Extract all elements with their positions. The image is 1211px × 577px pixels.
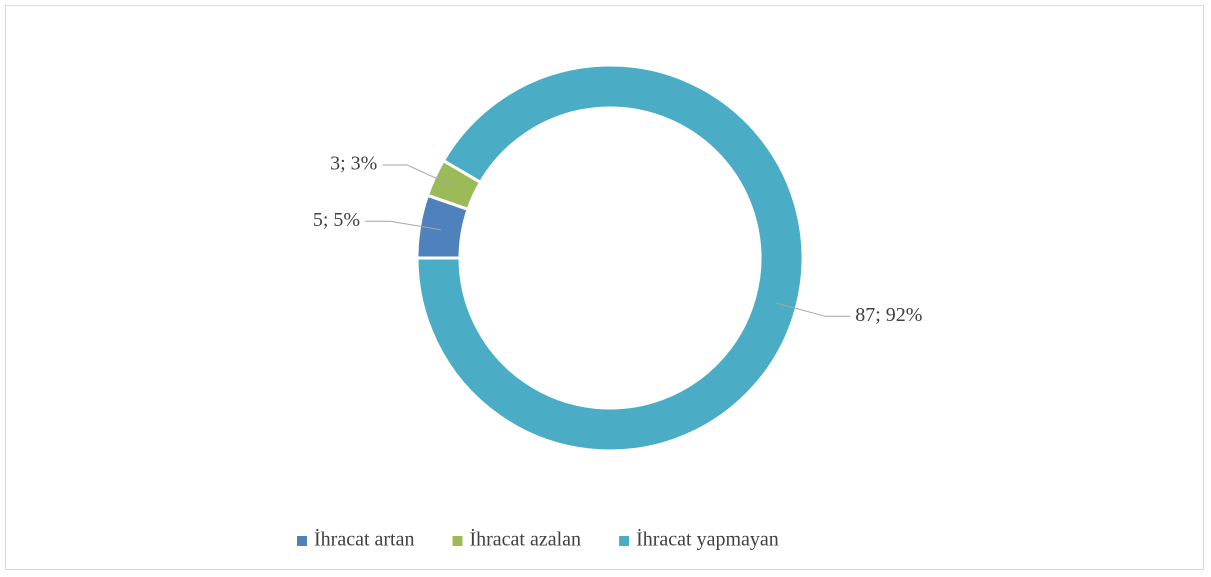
legend-swatch (619, 536, 630, 546)
leader-line (382, 164, 455, 187)
legend-label: İhracat azalan (469, 528, 581, 551)
leader-line (365, 220, 441, 231)
legend-swatch (452, 536, 463, 546)
data-label: 3; 3% (330, 153, 377, 175)
legend-label: İhracat artan (314, 528, 414, 551)
data-label: 87; 92% (855, 304, 922, 326)
legend-label: İhracat yapmayan (636, 528, 779, 551)
data-label: 5; 5% (313, 209, 360, 231)
legend-swatch (297, 536, 307, 546)
leader-line (775, 302, 851, 317)
donut-segment (415, 63, 805, 453)
